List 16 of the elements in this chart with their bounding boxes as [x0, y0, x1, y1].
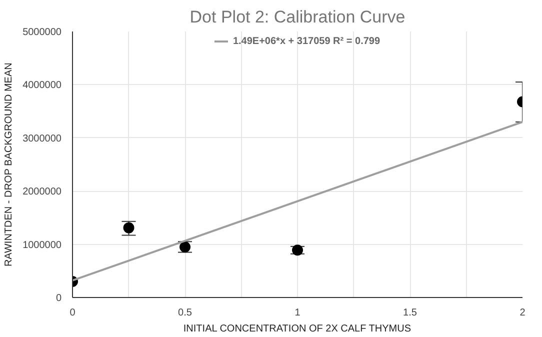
y-tick-label: 5000000 [22, 27, 62, 38]
y-tick-label: 4000000 [22, 80, 62, 92]
x-axis-title: INITIAL CONCENTRATION OF 2X CALF THYMUS [183, 324, 412, 334]
point [292, 244, 303, 256]
y-tick-label: 1000000 [22, 240, 62, 251]
chart-title: Dot Plot 2: Calibration Curve [190, 8, 406, 26]
y-tick-label: 2000000 [22, 186, 62, 198]
y-tick-label: 3000000 [22, 133, 62, 144]
x-tick-label: 1 [294, 308, 301, 318]
legend-label: 1.49E+06*x + 317059 R² = 0.799 [232, 36, 380, 46]
x-tick-label: 0 [70, 308, 76, 318]
y-axis-title: RAWINTDEN - DROP BACKGROUND MEAN [4, 62, 15, 267]
y-tick-label: 0 [56, 293, 62, 304]
x-tick-label: 0.5 [178, 308, 192, 318]
x-tick-label: 1.5 [403, 308, 418, 318]
x-tick-label: 2 [520, 308, 526, 318]
